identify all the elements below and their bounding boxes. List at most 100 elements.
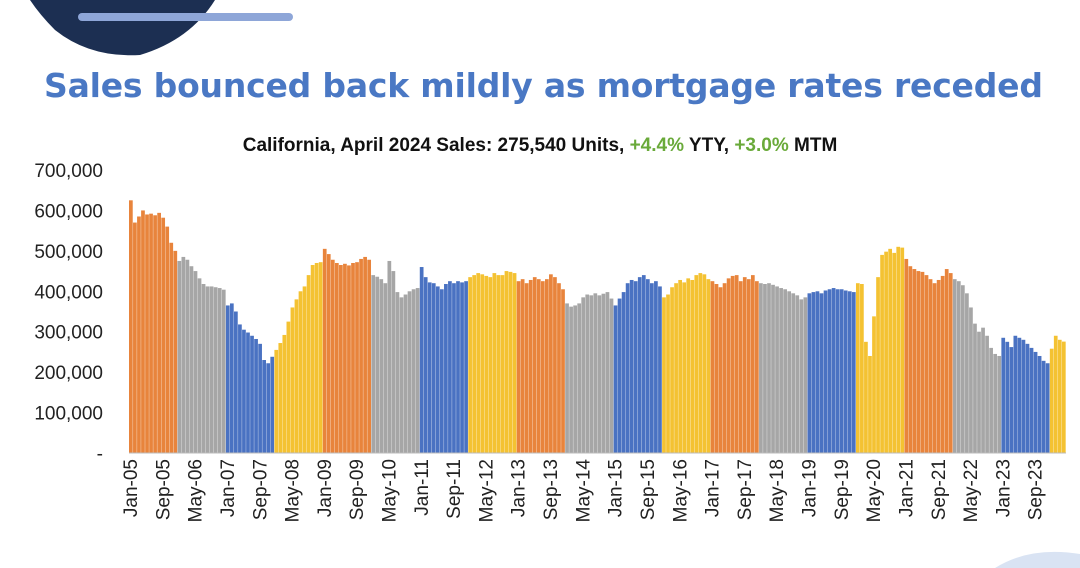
bar [302,286,307,453]
bar [431,283,436,453]
bar [322,248,327,453]
bar [371,275,376,453]
bar [936,279,941,453]
bar [448,281,452,453]
accent-bar [78,13,293,21]
bar [795,295,800,453]
bar [892,252,897,453]
bar [617,298,622,453]
bar [565,303,569,453]
bar [169,242,174,453]
bar [686,278,691,453]
bar [884,251,888,453]
bar [153,215,157,453]
bar [508,271,513,453]
bar [355,262,359,453]
bar [266,363,271,453]
bar [767,283,771,453]
x-tick-label: May-10 [380,459,401,522]
bar [205,286,210,453]
bar [540,281,545,453]
bar [549,274,553,453]
chart-title-prefix: California, April 2024 Sales: 275,540 Un… [242,135,625,156]
bar [326,254,331,453]
yty-change: +4.4% [629,135,684,156]
bar [682,282,687,453]
bar [262,360,266,453]
mtm-change: +3.0% [734,135,789,156]
x-tick-label: Jan-11 [412,459,433,516]
bar [880,254,884,453]
bar [407,291,412,453]
bar [847,291,852,453]
bar [960,285,965,453]
bar [997,355,1002,453]
bar [956,281,961,453]
bar [662,297,666,453]
bar [157,212,161,453]
bar [726,278,731,453]
bar [165,226,170,453]
bar [827,289,832,453]
bar [803,297,808,453]
bar [149,213,153,453]
bar [924,275,929,453]
bar [855,283,860,453]
x-tick-label: May-18 [767,459,788,522]
bar [528,279,533,453]
bar [201,284,206,453]
bar [1021,339,1026,453]
bar [464,281,468,453]
bar [229,303,234,453]
bar [375,276,380,453]
bar [779,288,783,453]
bar [339,265,343,453]
bar [815,291,820,453]
bar [843,290,848,453]
bar [742,277,747,453]
bar [860,284,864,453]
bar [561,289,565,453]
bar [193,271,198,453]
bar [427,282,432,453]
bar [807,293,812,453]
bar [133,222,137,453]
bar [399,297,404,453]
bar [601,293,606,453]
bar [896,246,901,453]
x-tick-label: May-14 [573,459,594,523]
y-tick-label: 200,000 [34,363,103,384]
bar [181,256,186,453]
bar [944,269,949,453]
bar [278,343,283,453]
sales-bar-chart: - 100,000 200,000 300,000 400,000 500,000 600,… [34,161,1066,523]
x-tick-label: Jan-19 [800,459,821,517]
bar [969,307,973,453]
bar [811,292,816,453]
bar [238,324,242,453]
bar [145,214,149,453]
bar [444,284,448,453]
bar [989,347,993,453]
bar [714,284,719,453]
bar [759,283,763,453]
x-tick-label: Jan-13 [509,459,530,517]
bar [625,283,630,453]
bar [650,283,654,453]
bar [197,278,202,453]
bar [1049,348,1054,453]
x-tick-label: May-08 [283,459,304,522]
mtm-label: MTM [794,135,838,156]
bar [415,288,420,453]
bar [569,306,573,453]
bar [532,277,537,453]
y-tick-label: 700,000 [34,161,103,182]
bar [270,356,275,453]
bar [334,262,339,453]
bar [1025,343,1030,453]
bar [234,311,238,453]
x-tick-label: Jan-23 [993,459,1014,517]
bar [330,259,335,453]
bar [702,274,707,453]
bar [1045,363,1050,453]
